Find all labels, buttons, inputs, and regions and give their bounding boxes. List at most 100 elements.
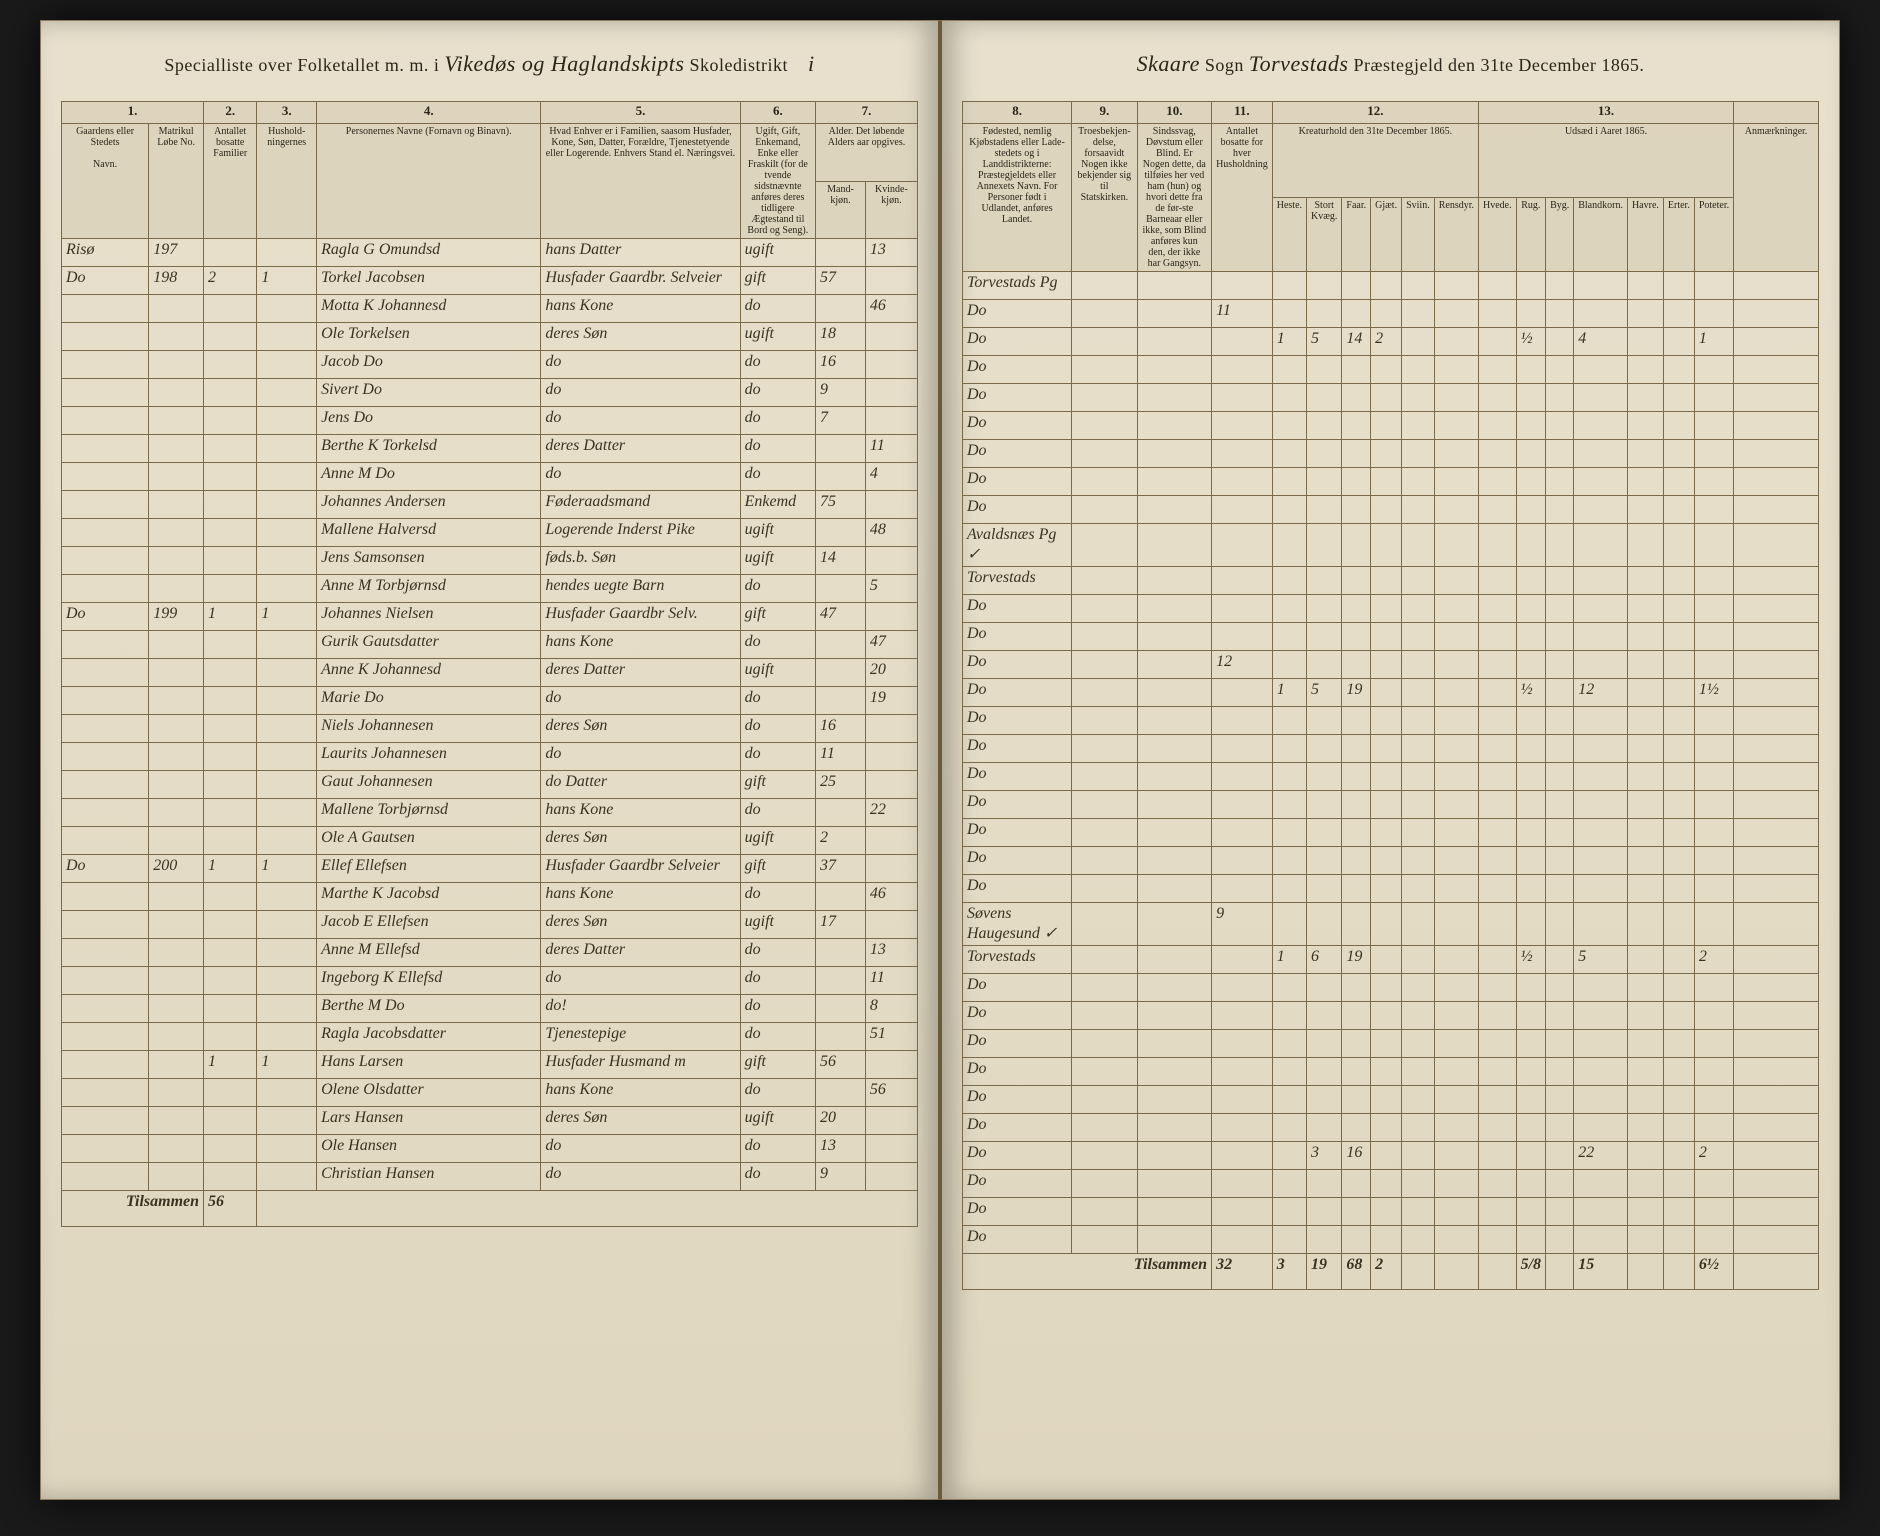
table-row: Do [963, 1114, 1819, 1142]
table-row: Do [963, 791, 1819, 819]
hdr-stilling: Hvad Enhver er i Familien, saasom Husfad… [541, 124, 740, 239]
table-row: Do [963, 1226, 1819, 1254]
table-row: Sivert Dododo9 [62, 379, 918, 407]
table-row: Niels Johannesenderes Søndo16 [62, 715, 918, 743]
table-row: Avaldsnæs Pg ✓ [963, 524, 1819, 567]
hdr-mand: Mand-kjøn. [816, 181, 866, 239]
table-row: Do [963, 875, 1819, 903]
table-row: Do [963, 1170, 1819, 1198]
footer-c11: 32 [1212, 1254, 1273, 1290]
table-row: Do316222 [963, 1142, 1819, 1170]
right-footer-row: Tilsammen 32 3 19 68 2 5/8 15 6½ [963, 1254, 1819, 1290]
table-row: Ole Hansendodo13 [62, 1135, 918, 1163]
table-row: Do [963, 623, 1819, 651]
hdr-poteter: Poteter. [1694, 198, 1733, 272]
table-row: Gaut Johannesendo Dattergift25 [62, 771, 918, 799]
hdr-blind: Sindssvag, Døvstum eller Blind. Er Nogen… [1137, 124, 1212, 272]
table-row: Do19911Johannes NielsenHusfader Gaardbr … [62, 603, 918, 631]
title-sogn-printed: Sogn [1205, 55, 1244, 75]
hdr-gaard: Gaardens eller Stedets Navn. [62, 124, 149, 239]
hdr-anm: Anmærkninger. [1734, 124, 1819, 272]
hdr-ren: Rensdyr. [1434, 198, 1478, 272]
table-row: Ragla JacobsdatterTjenestepigedo51 [62, 1023, 918, 1051]
hdr-familier: Antallet bosatte Familier [204, 124, 257, 239]
table-row: Do [963, 356, 1819, 384]
table-row: Risø197Ragla G Omundsdhans Datterugift13 [62, 239, 918, 267]
colnum-10: 10. [1137, 102, 1212, 124]
hdr-matrikul: Matrikul Løbe No. [149, 124, 204, 239]
table-row: Berthe K Torkelsdderes Datterdo11 [62, 435, 918, 463]
table-row: Do [963, 1002, 1819, 1030]
hdr-faar: Faar. [1342, 198, 1371, 272]
hdr-tro: Troesbekjen-delse, forsaavidt Nogen ikke… [1072, 124, 1137, 272]
hdr-svin: Sviin. [1402, 198, 1435, 272]
hdr-sivilstand: Ugift, Gift, Enkemand, Enke eller Fraski… [740, 124, 815, 239]
table-row: Do12 [963, 651, 1819, 679]
title-prest-hand: Torvestads [1249, 51, 1349, 76]
table-row: Jacob E Ellefsenderes Sønugift17 [62, 911, 918, 939]
table-row: Do11 [963, 300, 1819, 328]
table-row: Do [963, 468, 1819, 496]
table-row: Laurits Johannesendodo11 [62, 743, 918, 771]
footer-total-left: 56 [204, 1191, 257, 1227]
table-row: Torvestads Pg [963, 272, 1819, 300]
colnum-2: 2. [204, 102, 257, 124]
colnum-11: 11. [1212, 102, 1273, 124]
title-sep: i [808, 51, 815, 76]
colnum-12: 12. [1272, 102, 1478, 124]
footer-label-left: Tilsammen [62, 1191, 204, 1227]
right-table: 8. 9. 10. 11. 12. 13. Fødested, nemlig K… [962, 101, 1819, 1290]
left-page-title: Specialliste over Folketallet m. m. i Vi… [61, 51, 918, 77]
table-row: Anne M Ellefsdderes Datterdo13 [62, 939, 918, 967]
table-row: Do [963, 763, 1819, 791]
table-row: Olene Olsdatterhans Konedo56 [62, 1079, 918, 1107]
hdr-antall: Antallet bosatte for hver Husholdning [1212, 124, 1273, 272]
colnum-9: 9. [1072, 102, 1137, 124]
table-row: Torvestads [963, 567, 1819, 595]
table-row: Torvestads1619½52 [963, 946, 1819, 974]
ledger-book: Specialliste over Folketallet m. m. i Vi… [40, 20, 1840, 1500]
footer-label-right: Tilsammen [963, 1254, 1212, 1290]
title-sogn-hand: Skaare [1137, 51, 1200, 76]
table-row: Mallene HalversdLogerende Inderst Pikeug… [62, 519, 918, 547]
title-end-printed: Præstegjeld den 31te December 1865. [1353, 55, 1644, 75]
hdr-kvinde: Kvinde-kjøn. [865, 181, 917, 239]
colnum-6: 6. [740, 102, 815, 124]
table-row: Ole A Gautsenderes Sønugift2 [62, 827, 918, 855]
table-row: Jacob Dododo16 [62, 351, 918, 379]
left-page: Specialliste over Folketallet m. m. i Vi… [40, 20, 940, 1500]
table-row: Mallene Torbjørnsdhans Konedo22 [62, 799, 918, 827]
title-district: Vikedøs og Haglandskipts [444, 51, 684, 76]
hdr-heste: Heste. [1272, 198, 1306, 272]
colnum-3: 3. [257, 102, 317, 124]
table-row: Lars Hansenderes Sønugift20 [62, 1107, 918, 1135]
table-row: Do [963, 735, 1819, 763]
table-row: Do [963, 847, 1819, 875]
table-row: Do [963, 974, 1819, 1002]
table-row: Ingeborg K Ellefsddodo11 [62, 967, 918, 995]
hdr-kreatur: Kreaturhold den 31te December 1865. [1272, 124, 1478, 198]
hdr-alder: Alder. Det løbende Alders aar opgives. [816, 124, 918, 182]
colnum-13: 13. [1479, 102, 1734, 124]
hdr-gjaet: Gjæt. [1371, 198, 1402, 272]
colnum-7: 7. [816, 102, 918, 124]
hdr-byg: Byg. [1546, 198, 1574, 272]
table-row: Berthe M Dodo!do8 [62, 995, 918, 1023]
table-row: Anne M Torbjørnsdhendes uegte Barndo5 [62, 575, 918, 603]
hdr-havre: Havre. [1627, 198, 1663, 272]
right-page: Skaare Sogn Torvestads Præstegjeld den 3… [940, 20, 1840, 1500]
table-row: Marie Dododo19 [62, 687, 918, 715]
table-row: Ole Torkelsenderes Sønugift18 [62, 323, 918, 351]
colnum-5: 5. [541, 102, 740, 124]
colnum-8: 8. [963, 102, 1072, 124]
table-row: Marthe K Jacobsdhans Konedo46 [62, 883, 918, 911]
hdr-kvaeg: Stort Kvæg. [1307, 198, 1342, 272]
hdr-hvede: Hvede. [1479, 198, 1517, 272]
table-row: Søvens Haugesund ✓9 [963, 903, 1819, 946]
table-row: Do [963, 384, 1819, 412]
table-row: Motta K Johannesdhans Konedo46 [62, 295, 918, 323]
table-row: Anne K Johannesdderes Datterugift20 [62, 659, 918, 687]
colnum-4: 4. [317, 102, 541, 124]
hdr-navn: Personernes Navne (Fornavn og Binavn). [317, 124, 541, 239]
table-row: Do [963, 819, 1819, 847]
